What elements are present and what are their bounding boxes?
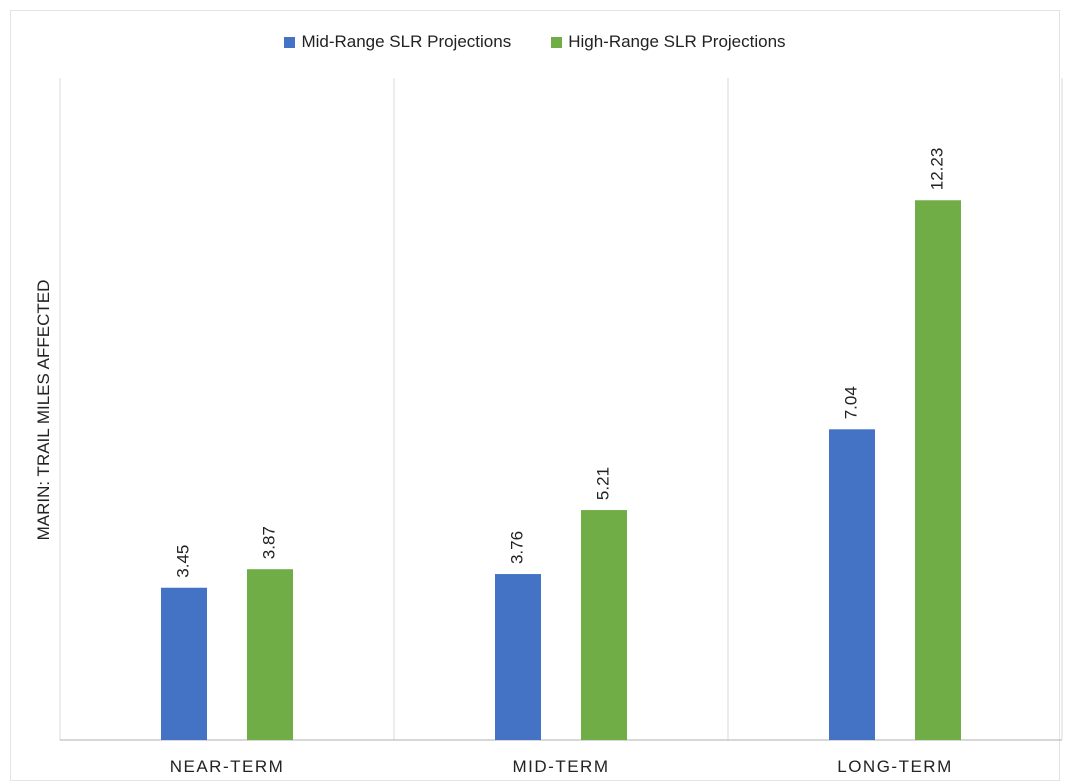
chart-border bbox=[10, 10, 1060, 781]
x-tick-label: LONG-TERM bbox=[837, 757, 953, 776]
bar-series-2 bbox=[247, 569, 293, 740]
legend-item-series-1: Mid-Range SLR Projections bbox=[284, 32, 511, 52]
legend-label-series-1: Mid-Range SLR Projections bbox=[301, 32, 512, 51]
legend-item-series-2: High-Range SLR Projections bbox=[551, 32, 786, 52]
legend-swatch-series-1 bbox=[284, 36, 296, 48]
bar-series-1 bbox=[495, 574, 541, 740]
data-label: 3.87 bbox=[259, 526, 278, 559]
data-label: 12.23 bbox=[927, 148, 946, 191]
legend: Mid-Range SLR Projections High-Range SLR… bbox=[0, 28, 1070, 56]
bar-series-1 bbox=[829, 429, 875, 740]
x-tick-label: NEAR-TERM bbox=[170, 757, 285, 776]
data-label: 5.21 bbox=[593, 467, 612, 500]
bar-series-2 bbox=[915, 200, 961, 740]
legend-label-series-2: High-Range SLR Projections bbox=[568, 32, 786, 51]
data-label: 7.04 bbox=[841, 386, 860, 419]
bar-series-2 bbox=[581, 510, 627, 740]
legend-swatch-series-2 bbox=[551, 36, 563, 48]
bar-series-1 bbox=[161, 587, 207, 740]
data-label: 3.45 bbox=[173, 545, 192, 578]
data-label: 3.76 bbox=[507, 531, 526, 564]
x-tick-label: MID-TERM bbox=[513, 757, 610, 776]
